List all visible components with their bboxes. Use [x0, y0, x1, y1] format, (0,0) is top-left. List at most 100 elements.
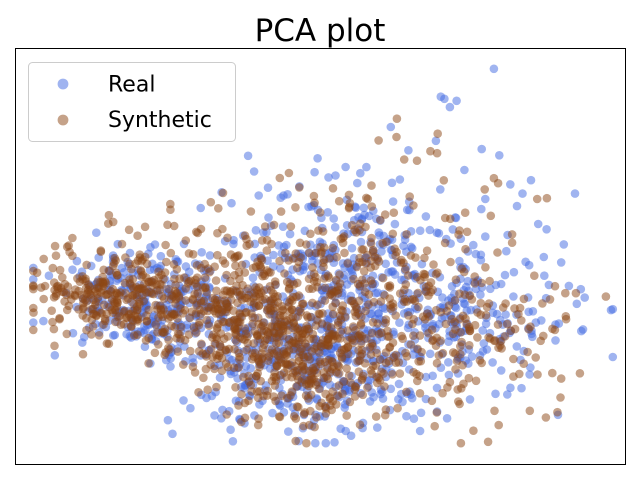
data-point-synthetic: [122, 313, 132, 322]
data-point-synthetic: [272, 347, 282, 356]
data-point-synthetic: [343, 326, 352, 335]
data-point-synthetic: [358, 390, 368, 400]
data-point-real: [444, 358, 453, 367]
data-point-synthetic: [477, 278, 486, 288]
data-point-synthetic: [152, 286, 162, 295]
data-point-synthetic: [469, 426, 478, 436]
data-point-real: [489, 64, 499, 74]
data-point-synthetic: [29, 325, 38, 335]
data-point-real: [268, 408, 277, 418]
data-point-synthetic: [395, 289, 405, 298]
data-point-synthetic: [533, 370, 542, 379]
data-point-synthetic: [110, 305, 120, 315]
data-point-synthetic: [423, 309, 432, 318]
data-point-real: [570, 189, 580, 198]
data-point-real: [509, 292, 518, 301]
data-point-synthetic: [471, 376, 481, 386]
data-point-real: [388, 197, 398, 206]
data-point-synthetic: [443, 383, 452, 392]
data-point-synthetic: [328, 396, 338, 406]
data-point-real: [311, 438, 320, 448]
data-point-synthetic: [334, 196, 344, 206]
data-point-synthetic: [232, 287, 242, 297]
data-point-synthetic: [439, 176, 449, 185]
data-point-real: [481, 194, 490, 204]
data-point-real: [228, 437, 238, 446]
data-point-synthetic: [531, 353, 540, 362]
data-point-synthetic: [113, 271, 122, 280]
data-point-synthetic: [161, 240, 170, 250]
data-point-real: [330, 438, 339, 447]
data-point-synthetic: [378, 273, 388, 283]
data-point-synthetic: [212, 286, 221, 296]
data-point-synthetic: [242, 234, 251, 244]
data-point-synthetic: [124, 225, 134, 235]
data-point-synthetic: [376, 297, 386, 306]
data-point-synthetic: [347, 220, 357, 230]
data-point-synthetic: [356, 219, 365, 228]
data-point-real: [92, 228, 101, 237]
data-point-synthetic: [231, 329, 240, 338]
data-point-synthetic: [490, 406, 499, 416]
data-point-synthetic: [461, 244, 470, 254]
data-point-synthetic: [490, 336, 500, 345]
data-point-synthetic: [287, 305, 297, 314]
data-point-synthetic: [391, 350, 401, 360]
data-point-real: [415, 226, 425, 235]
data-point-real: [50, 351, 60, 360]
data-point-real: [491, 389, 500, 399]
data-point-synthetic: [142, 317, 152, 326]
data-point-synthetic: [485, 276, 494, 286]
data-point-synthetic: [402, 387, 411, 397]
data-point-synthetic: [332, 252, 342, 262]
data-point-synthetic: [454, 397, 463, 406]
data-point-synthetic: [133, 330, 142, 340]
data-point-synthetic: [96, 246, 106, 255]
data-point-synthetic: [455, 226, 464, 235]
data-point-real: [435, 319, 444, 329]
data-point-synthetic: [299, 421, 308, 431]
data-point-synthetic: [254, 301, 264, 310]
data-point-synthetic: [373, 254, 383, 263]
data-point-synthetic: [436, 307, 446, 317]
data-point-real: [251, 226, 261, 235]
data-point-synthetic: [542, 193, 552, 203]
data-point-real: [559, 240, 569, 249]
data-point-synthetic: [337, 305, 346, 315]
data-point-synthetic: [415, 331, 425, 340]
data-point-real: [406, 242, 416, 252]
data-point-synthetic: [144, 359, 153, 368]
data-point-synthetic: [99, 300, 109, 310]
data-point-synthetic: [467, 295, 477, 304]
data-point-real: [524, 307, 533, 317]
data-point-synthetic: [303, 313, 313, 322]
data-point-synthetic: [480, 185, 490, 194]
data-point-synthetic: [222, 410, 231, 419]
data-point-synthetic: [363, 194, 373, 204]
data-point-synthetic: [194, 388, 203, 397]
data-point-synthetic: [458, 311, 468, 321]
data-point-synthetic: [335, 270, 344, 280]
data-point-real: [496, 366, 506, 375]
data-point-synthetic: [532, 194, 542, 204]
data-point-synthetic: [50, 341, 59, 351]
data-point-synthetic: [321, 283, 330, 293]
data-point-real: [321, 438, 331, 448]
data-point-synthetic: [355, 420, 365, 430]
data-point-synthetic: [334, 369, 344, 378]
data-point-synthetic: [367, 181, 376, 190]
data-point-synthetic: [294, 402, 303, 412]
data-point-synthetic: [60, 297, 69, 306]
data-point-synthetic: [225, 287, 235, 296]
data-point-synthetic: [458, 360, 467, 370]
data-point-synthetic: [313, 300, 322, 310]
data-point-synthetic: [352, 228, 361, 237]
data-point-real: [506, 180, 515, 189]
data-point-real: [465, 395, 475, 404]
data-point-synthetic: [405, 192, 415, 201]
data-point-synthetic: [371, 412, 381, 421]
data-point-synthetic: [411, 253, 420, 262]
data-point-real: [210, 411, 219, 420]
data-point-synthetic: [265, 282, 275, 291]
data-point-synthetic: [240, 413, 250, 423]
